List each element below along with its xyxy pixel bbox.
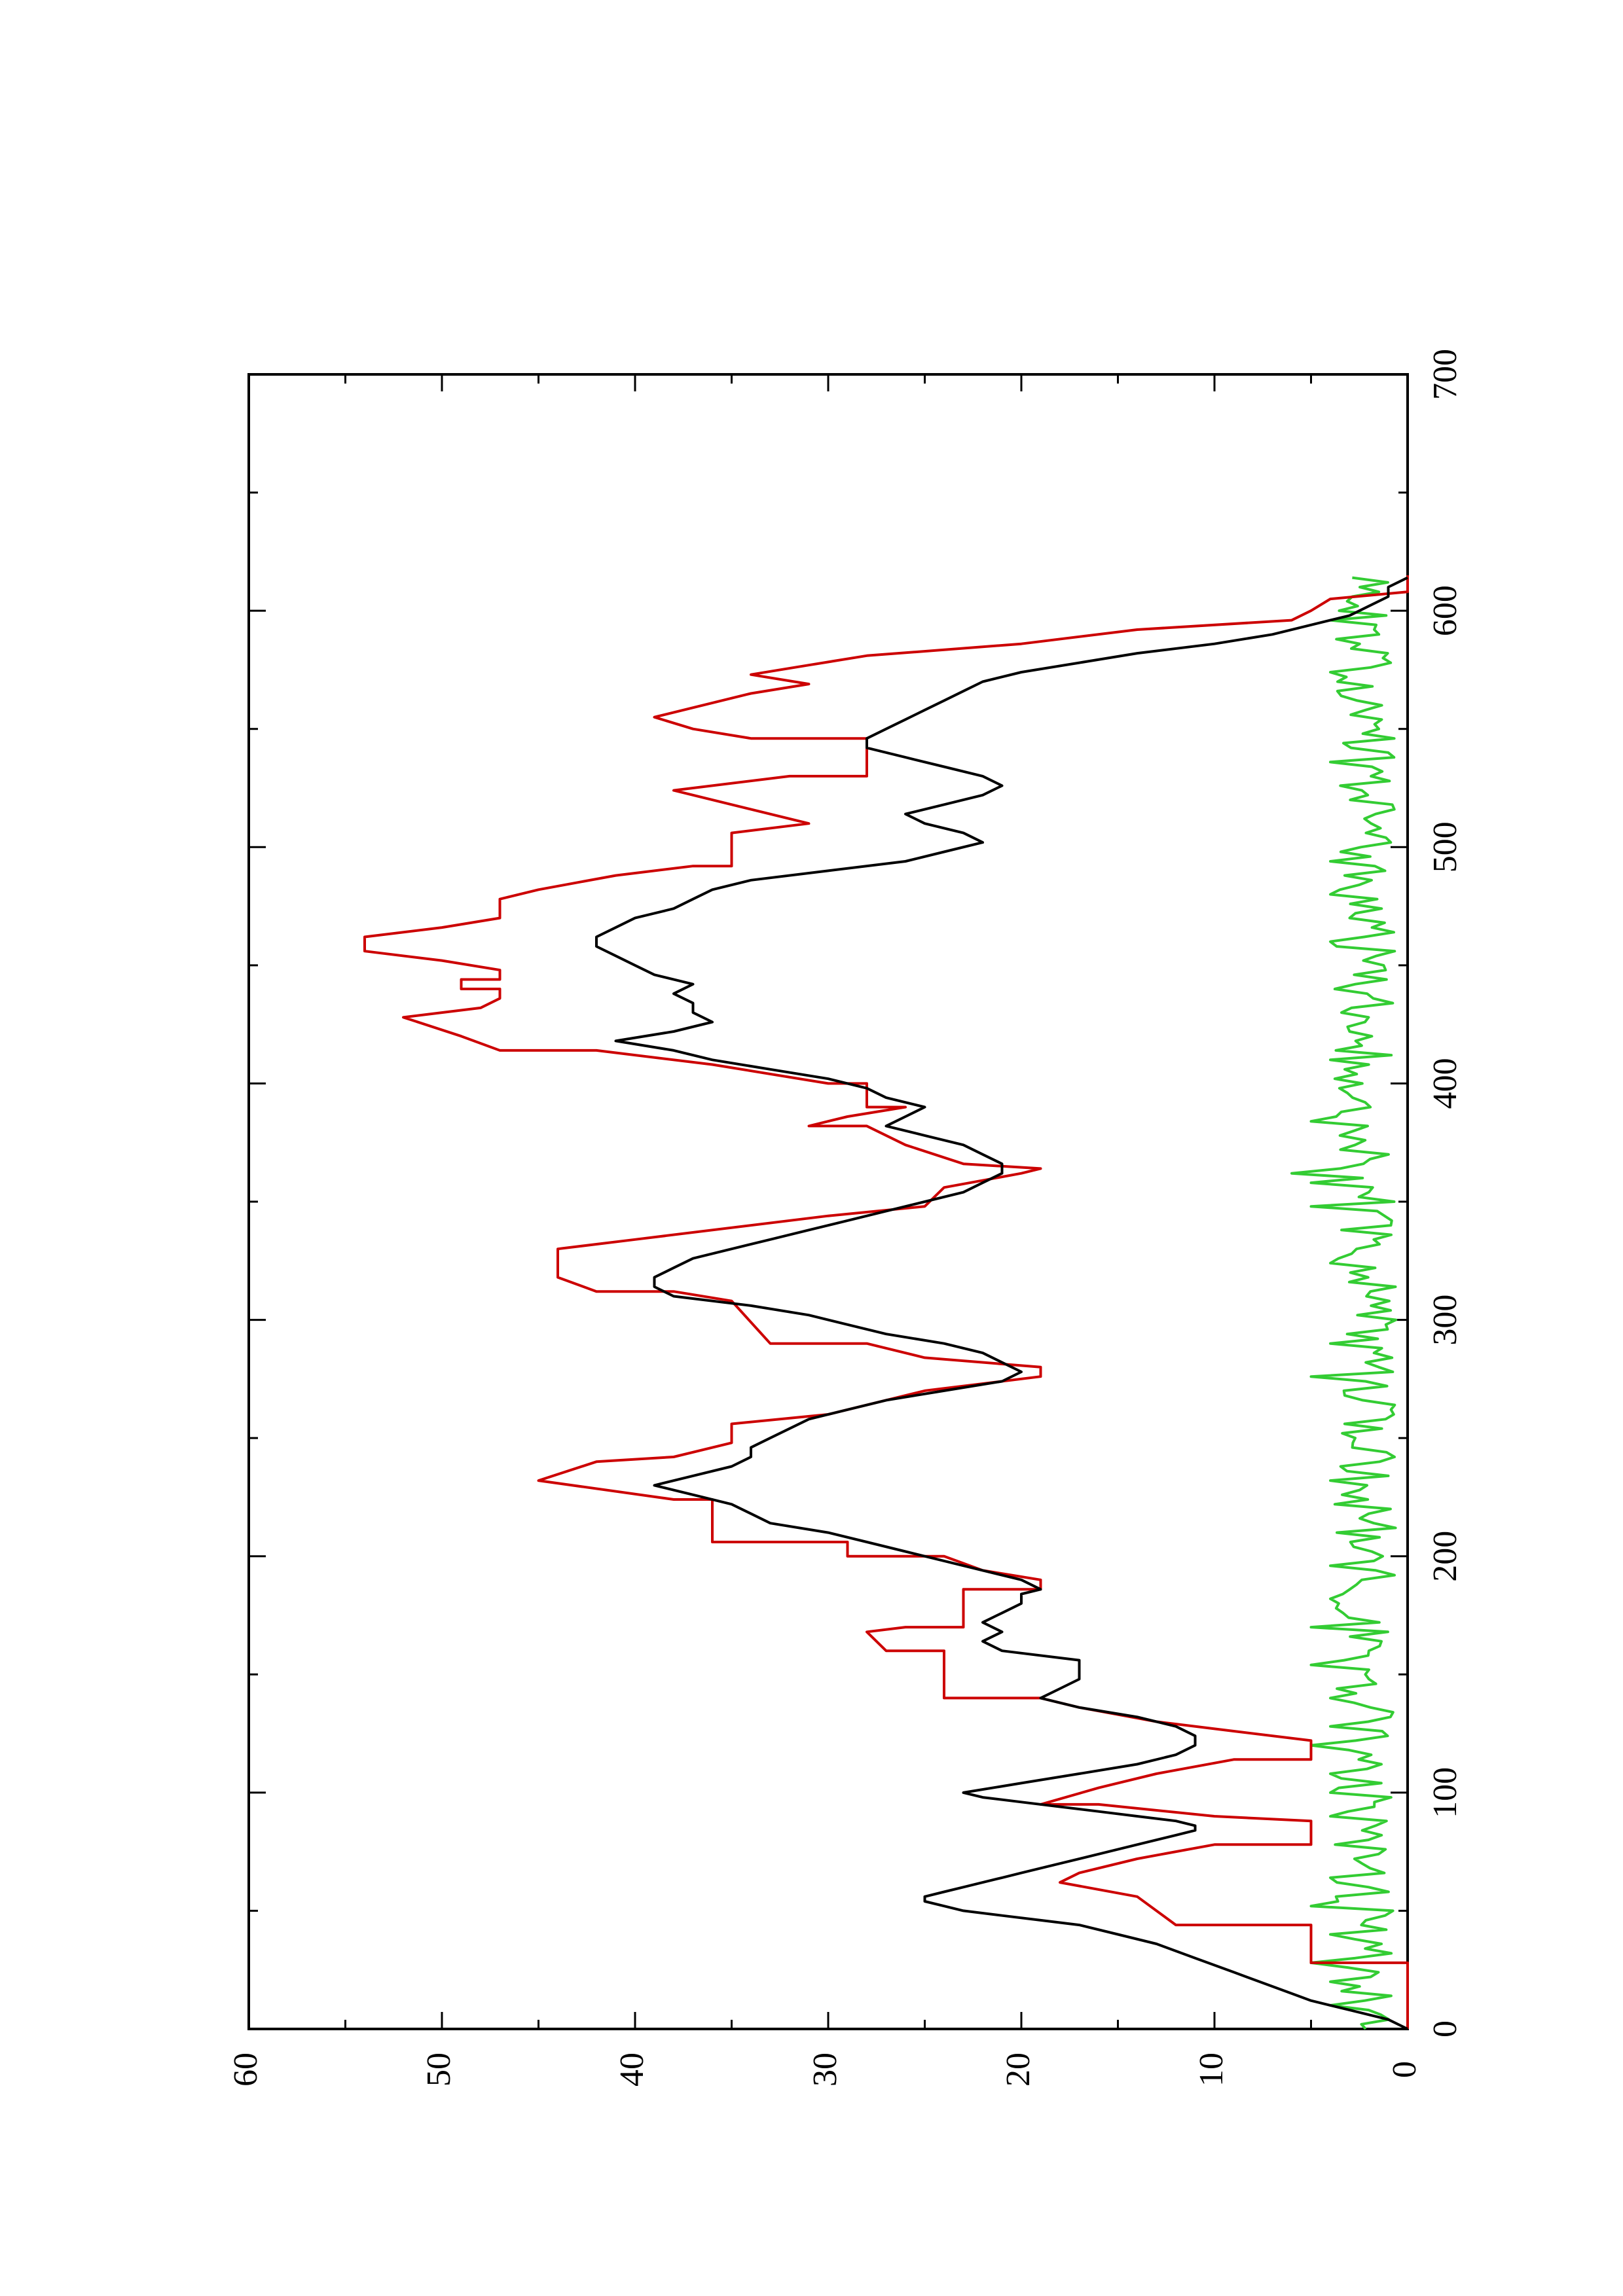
x-tick-label: 700 (1427, 349, 1464, 400)
series-line-2 (1290, 576, 1398, 2030)
series-line-1 (595, 576, 1408, 2030)
tick-labels: 0 100 200 300 400 500 600 700 0 10 20 30 40 50 60 (227, 349, 1464, 2087)
y-tick-label: 10 (1193, 2053, 1230, 2087)
x-tick-label: 100 (1427, 1767, 1464, 1818)
x-tick-label: 400 (1427, 1058, 1464, 1109)
y-tick-label: 0 (1386, 2061, 1423, 2078)
x-tick-label: 600 (1427, 585, 1464, 636)
y-tick-label: 50 (420, 2053, 458, 2087)
y-tick-label: 60 (227, 2053, 264, 2087)
series-group (363, 575, 1409, 2030)
x-tick-label: 500 (1427, 821, 1464, 872)
y-tick-label: 30 (807, 2053, 844, 2087)
x-tick-label: 200 (1427, 1531, 1464, 1582)
series-line-0 (363, 575, 1409, 2029)
y-tick-label: 40 (613, 2053, 651, 2087)
y-tick-label: 20 (1000, 2053, 1037, 2087)
x-tick-label: 300 (1427, 1295, 1464, 1346)
x-tick-label: 0 (1427, 2020, 1464, 2037)
tick-marks (247, 373, 1409, 2030)
